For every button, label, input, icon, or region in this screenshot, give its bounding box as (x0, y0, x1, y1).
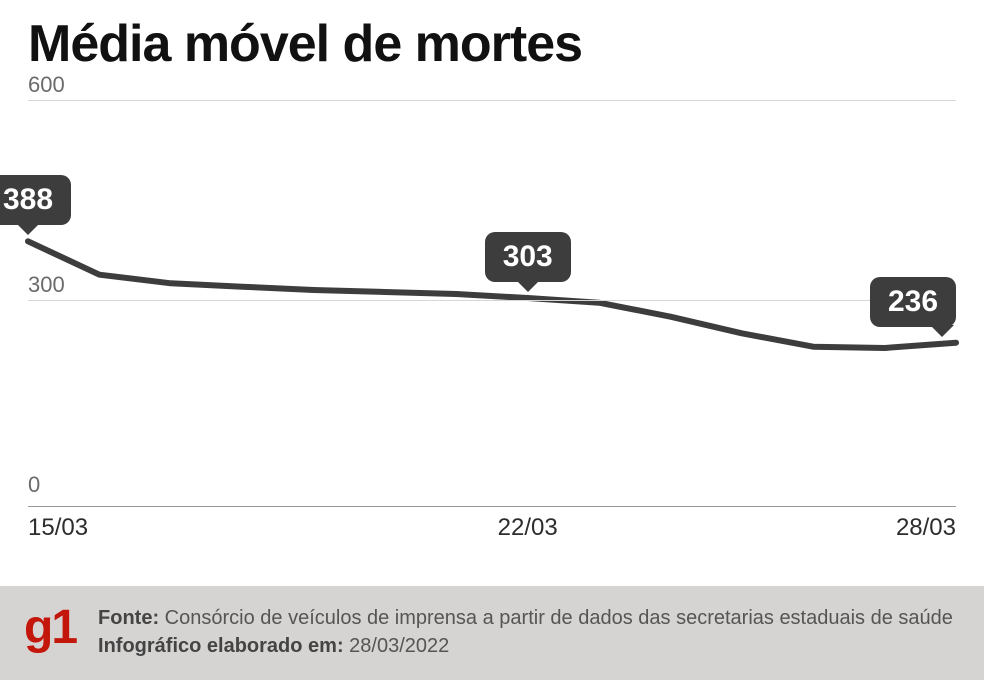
footer-text: Fonte: Consórcio de veículos de imprensa… (98, 604, 953, 660)
x-axis-label: 28/03 (896, 514, 956, 542)
chart-area: 300600015/0322/0328/03388303236 (28, 100, 956, 500)
y-axis-label: 0 (28, 472, 40, 498)
data-callout: 388 (0, 175, 71, 225)
gridline (28, 300, 956, 301)
gridline (28, 100, 956, 101)
callout-tail (16, 223, 40, 235)
date-line: Infográfico elaborado em: 28/03/2022 (98, 632, 953, 660)
chart-title: Média móvel de mortes (28, 14, 582, 74)
x-axis-label: 22/03 (498, 514, 558, 542)
callout-tail (516, 280, 540, 292)
y-axis-label: 600 (28, 72, 65, 98)
data-callout: 303 (485, 232, 571, 282)
y-axis-label: 300 (28, 272, 65, 298)
source-text: Consórcio de veículos de imprensa a part… (165, 607, 953, 629)
g1-logo: g1 (24, 604, 76, 652)
callout-tail (930, 325, 954, 337)
date-label: Infográfico elaborado em: (98, 635, 344, 657)
data-callout: 236 (870, 277, 956, 327)
footer: g1 Fonte: Consórcio de veículos de impre… (0, 586, 984, 680)
date-text: 28/03/2022 (349, 635, 449, 657)
x-axis-label: 15/03 (28, 514, 88, 542)
source-line: Fonte: Consórcio de veículos de imprensa… (98, 604, 953, 632)
source-label: Fonte: (98, 607, 159, 629)
x-axis (28, 506, 956, 507)
